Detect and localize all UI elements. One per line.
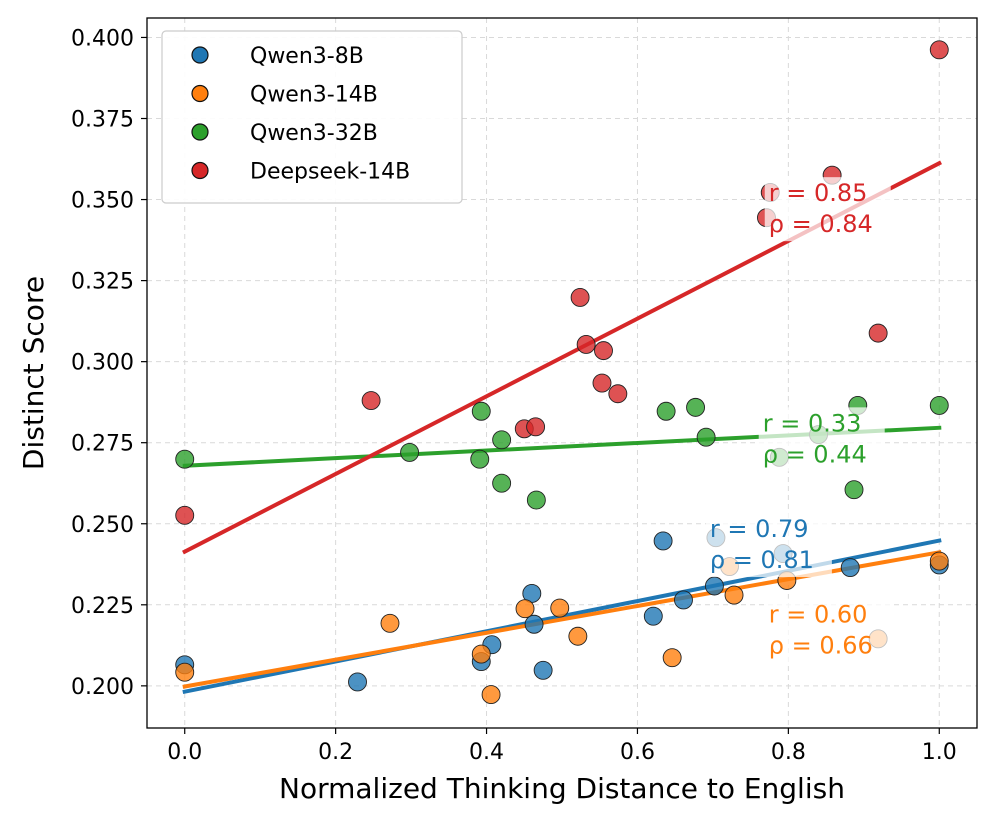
annotation-qwen3-32b: ρ = 0.44: [763, 440, 867, 468]
point-deepseek-14b: [929, 40, 949, 60]
point-deepseek-14b: [576, 335, 596, 354]
point-deepseek-14b: [570, 288, 590, 307]
point-qwen3-32b: [471, 401, 491, 421]
y-tick-label: 0.250: [71, 513, 134, 538]
annotation-qwen3-8b: ρ = 0.81: [710, 546, 814, 574]
y-tick-label: 0.225: [71, 594, 134, 619]
point-deepseek-14b: [868, 323, 888, 343]
point-qwen3-14b: [515, 599, 535, 619]
point-deepseek-14b: [594, 341, 613, 361]
y-tick-label: 0.275: [71, 432, 134, 457]
point-qwen3-8b: [348, 672, 367, 692]
point-qwen3-8b: [674, 590, 693, 610]
point-qwen3-8b: [653, 531, 673, 551]
point-qwen3-14b: [662, 648, 682, 668]
x-axis-label: Normalized Thinking Distance to English: [279, 772, 845, 805]
point-qwen3-32b: [844, 480, 864, 500]
point-deepseek-14b: [526, 417, 546, 437]
point-qwen3-14b: [380, 613, 400, 633]
point-qwen3-32b: [470, 449, 490, 469]
point-qwen3-32b: [696, 427, 716, 447]
point-qwen3-32b: [492, 430, 512, 450]
legend-label: Qwen3-32B: [250, 121, 378, 146]
y-tick-label: 0.400: [71, 26, 134, 51]
annotation-deepseek-14b: r = 0.85: [769, 179, 868, 207]
point-qwen3-14b: [550, 598, 570, 618]
x-tick-label: 0.0: [167, 740, 202, 765]
annotation-bg-qwen3-8b: [705, 513, 832, 578]
point-qwen3-8b: [533, 660, 553, 680]
annotation-qwen3-32b: r = 0.33: [763, 409, 862, 437]
legend-label: Qwen3-8B: [250, 44, 364, 69]
annotation-qwen3-14b: r = 0.60: [769, 601, 868, 629]
point-qwen3-32b: [492, 473, 512, 493]
point-qwen3-8b: [524, 614, 544, 634]
y-tick-label: 0.375: [71, 108, 134, 133]
legend-marker: [191, 161, 209, 180]
point-deepseek-14b: [608, 384, 628, 404]
point-qwen3-32b: [400, 442, 420, 462]
point-deepseek-14b: [175, 505, 195, 525]
point-qwen3-8b: [643, 606, 663, 626]
y-tick-label: 0.200: [71, 675, 134, 700]
annotation-deepseek-14b: ρ = 0.84: [769, 210, 873, 238]
point-deepseek-14b: [361, 391, 381, 411]
x-tick-label: 0.4: [469, 740, 504, 765]
point-qwen3-32b: [686, 397, 706, 417]
point-qwen3-8b: [840, 558, 860, 577]
y-tick-label: 0.300: [71, 351, 134, 376]
point-qwen3-14b: [481, 685, 501, 705]
annotation-bg-qwen3-32b: [758, 407, 885, 472]
point-qwen3-32b: [929, 395, 949, 415]
legend-label: Deepseek-14B: [250, 160, 410, 185]
plot-frame: [146, 17, 978, 729]
annotations: r = 0.79 ρ = 0.81 r = 0.60 ρ = 0.66 r = 0.33…: [705, 177, 891, 663]
legend: Qwen3-8B Qwen3-14B Qwen3-32B Deepseek-14B: [161, 30, 463, 204]
point-qwen3-14b: [471, 644, 491, 664]
legend-marker: [191, 123, 209, 141]
point-qwen3-32b: [175, 449, 195, 469]
point-qwen3-14b: [568, 626, 588, 646]
annotation-bg-qwen3-14b: [764, 598, 891, 663]
legend-box: [161, 30, 463, 204]
point-qwen3-14b: [724, 585, 744, 605]
y-tick-label: 0.325: [71, 270, 134, 295]
x-tick-label: 0.6: [620, 740, 655, 765]
annotation-qwen3-8b: r = 0.79: [710, 515, 809, 543]
x-tick-label: 1.0: [922, 740, 957, 765]
point-qwen3-8b: [704, 576, 724, 596]
x-tick-label: 0.8: [771, 740, 806, 765]
point-deepseek-14b: [592, 373, 612, 393]
y-axis-label: Distinct Score: [17, 276, 50, 470]
legend-marker: [191, 84, 209, 103]
legend-marker: [191, 46, 209, 64]
ticks: 0.0 0.2 0.4 0.6 0.8 1.0 0.200 0.225 0.250 0.275 0.…: [71, 26, 957, 765]
point-qwen3-32b: [656, 401, 676, 421]
y-tick-label: 0.350: [71, 189, 134, 214]
point-qwen3-14b: [175, 662, 195, 682]
point-qwen3-14b: [929, 551, 949, 571]
annotation-bg-deepseek-14b: [764, 177, 891, 242]
point-qwen3-32b: [526, 490, 546, 510]
annotation-qwen3-14b: ρ = 0.66: [769, 632, 873, 660]
x-tick-label: 0.2: [318, 740, 353, 765]
legend-label: Qwen3-14B: [250, 83, 378, 108]
